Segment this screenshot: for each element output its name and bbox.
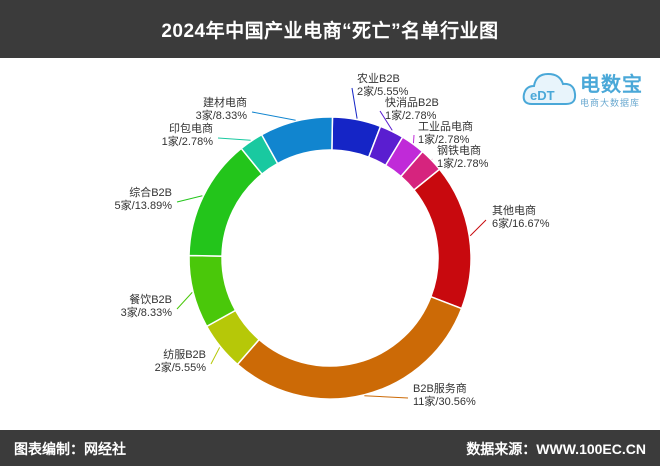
slice-label-value: 2家/5.55% bbox=[155, 360, 207, 374]
slice-label-name: 农业B2B bbox=[357, 71, 400, 85]
slice-label-name: 其他电商 bbox=[492, 203, 536, 217]
leader-line bbox=[364, 395, 409, 399]
slice-label-value: 1家/2.78% bbox=[437, 156, 489, 170]
leader-line bbox=[176, 292, 193, 310]
slice-label-value: 1家/2.78% bbox=[162, 134, 214, 148]
slice-综合B2B bbox=[188, 147, 264, 257]
logo-brand-text: 电数宝 bbox=[580, 74, 643, 96]
slice-label-name: 综合B2B bbox=[129, 185, 172, 199]
cloud-logo-icon: eDT bbox=[522, 72, 577, 105]
label-leader-lines bbox=[176, 87, 487, 399]
slice-label-name: B2B服务商 bbox=[413, 381, 467, 395]
slice-label-value: 3家/8.33% bbox=[196, 108, 248, 122]
slice-其他电商 bbox=[412, 168, 472, 310]
chart-footer: 图表编制：网经社 数据来源：WWW.100EC.CN bbox=[0, 430, 660, 466]
slice-labels: 农业B2B2家/5.55%快消品B2B1家/2.78%工业品电商1家/2.78%… bbox=[115, 71, 550, 408]
logo-mark: eDT bbox=[530, 88, 555, 103]
slice-label-value: 11家/30.56% bbox=[413, 394, 476, 408]
slice-label-value: 3家/8.33% bbox=[121, 305, 173, 319]
slice-label-value: 6家/16.67% bbox=[492, 216, 550, 230]
slice-label-name: 餐饮B2B bbox=[129, 292, 172, 306]
leader-line bbox=[210, 347, 221, 365]
footer-source: 数据来源：WWW.100EC.CN bbox=[466, 441, 646, 457]
slice-label-value: 1家/2.78% bbox=[385, 108, 437, 122]
leader-line bbox=[351, 87, 358, 119]
slice-label-name: 印包电商 bbox=[169, 121, 213, 135]
chart-title: 2024年中国产业电商“死亡”名单行业图 bbox=[161, 20, 499, 42]
slice-label-value: 2家/5.55% bbox=[357, 84, 409, 98]
leader-line bbox=[469, 219, 487, 237]
slice-建材电商 bbox=[260, 116, 334, 165]
donut-chart: 农业B2B2家/5.55%快消品B2B1家/2.78%工业品电商1家/2.78%… bbox=[115, 71, 550, 408]
leader-line bbox=[251, 111, 296, 121]
slice-label-value: 5家/13.89% bbox=[115, 198, 173, 212]
logo-subtitle: 电商大数据库 bbox=[580, 98, 641, 108]
slice-label-name: 工业品电商 bbox=[418, 119, 473, 133]
brand-logo: eDT 电数宝 电商大数据库 bbox=[522, 62, 658, 118]
chart-title-bar: 2024年中国产业电商“死亡”名单行业图 bbox=[0, 0, 660, 58]
slice-label-name: 纺服B2B bbox=[163, 347, 206, 361]
leader-line bbox=[176, 195, 203, 203]
slice-label-name: 快消品B2B bbox=[385, 95, 439, 109]
footer-credit: 图表编制：网经社 bbox=[14, 441, 126, 457]
slice-label-name: 建材电商 bbox=[203, 95, 247, 109]
leader-line bbox=[412, 134, 415, 144]
slice-label-name: 钢铁电商 bbox=[437, 143, 481, 157]
leader-line bbox=[379, 110, 393, 131]
leader-line bbox=[217, 137, 251, 141]
slice-label-value: 1家/2.78% bbox=[418, 132, 470, 146]
donut-slices bbox=[188, 116, 472, 400]
